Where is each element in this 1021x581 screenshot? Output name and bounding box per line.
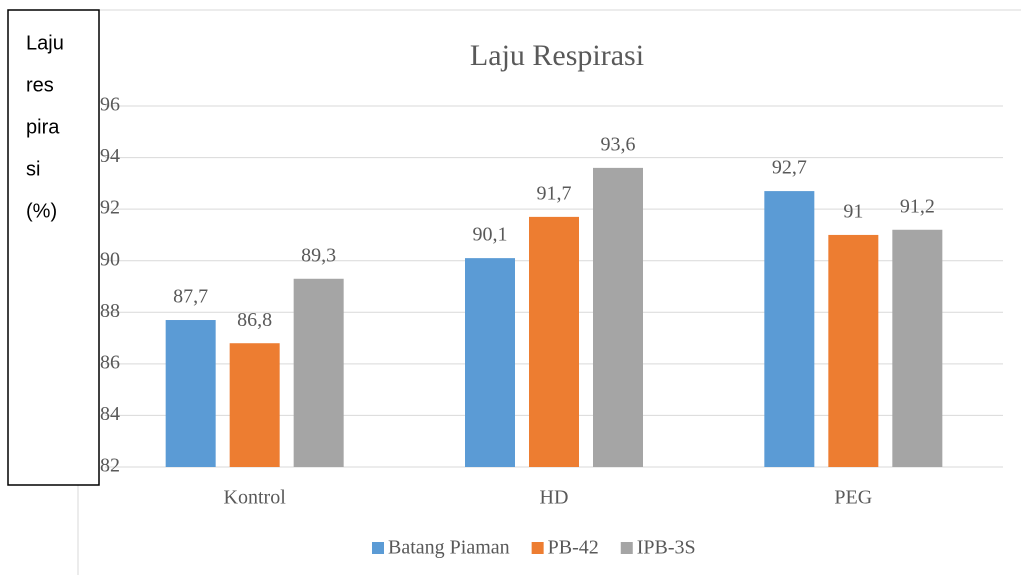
data-label: 89,3 [301,244,336,266]
y-tick-label: 88 [100,300,120,322]
y-tick-label: 90 [100,248,120,270]
data-label: 87,7 [173,286,208,308]
x-tick-label: Kontrol [224,487,287,509]
y-axis-label: res [26,74,54,96]
legend-label: IPB-3S [637,537,696,559]
legend-label: PB-42 [548,537,599,559]
y-axis-label: pira [26,116,60,138]
y-tick-label: 96 [100,94,120,116]
y-axis-label: Laju [26,32,64,54]
bar [828,234,879,467]
legend-swatch [620,542,633,554]
bar [892,229,943,467]
bar [593,167,643,467]
data-label: 91,7 [537,182,572,204]
y-tick-label: 86 [100,351,120,373]
y-label-frame [7,9,100,486]
bar [465,258,515,467]
y-tick-label: 94 [100,145,120,167]
plot: 82 84 86 88 90 92 94 96 Kontrol 87,7 86,8 89,3 HD 90,… [100,94,1003,559]
y-axis-label: (%) [26,200,57,222]
x-tick-label: HD [540,487,569,509]
y-axis-label: si [26,158,40,180]
x-tick-label: PEG [834,487,872,509]
y-tick-label: 82 [100,455,120,477]
legend-label: Batang Piaman [388,537,510,559]
data-label: 90,1 [473,224,508,246]
y-tick-label: 92 [100,197,120,219]
bar [293,278,344,467]
data-label: 91 [843,201,863,223]
bar [764,191,815,468]
y-label-box: Laju res pira si (%) [7,9,100,486]
data-label: 93,6 [601,133,636,155]
y-tick-label: 84 [100,403,120,425]
chart-title: Laju Respirasi [470,39,644,72]
bar [229,343,280,467]
data-label: 91,2 [900,195,935,217]
bar [529,216,579,467]
bar [165,320,216,467]
legend-swatch [372,542,384,554]
data-label: 86,8 [237,309,272,331]
legend-swatch [531,542,544,554]
data-label: 92,7 [772,157,807,179]
